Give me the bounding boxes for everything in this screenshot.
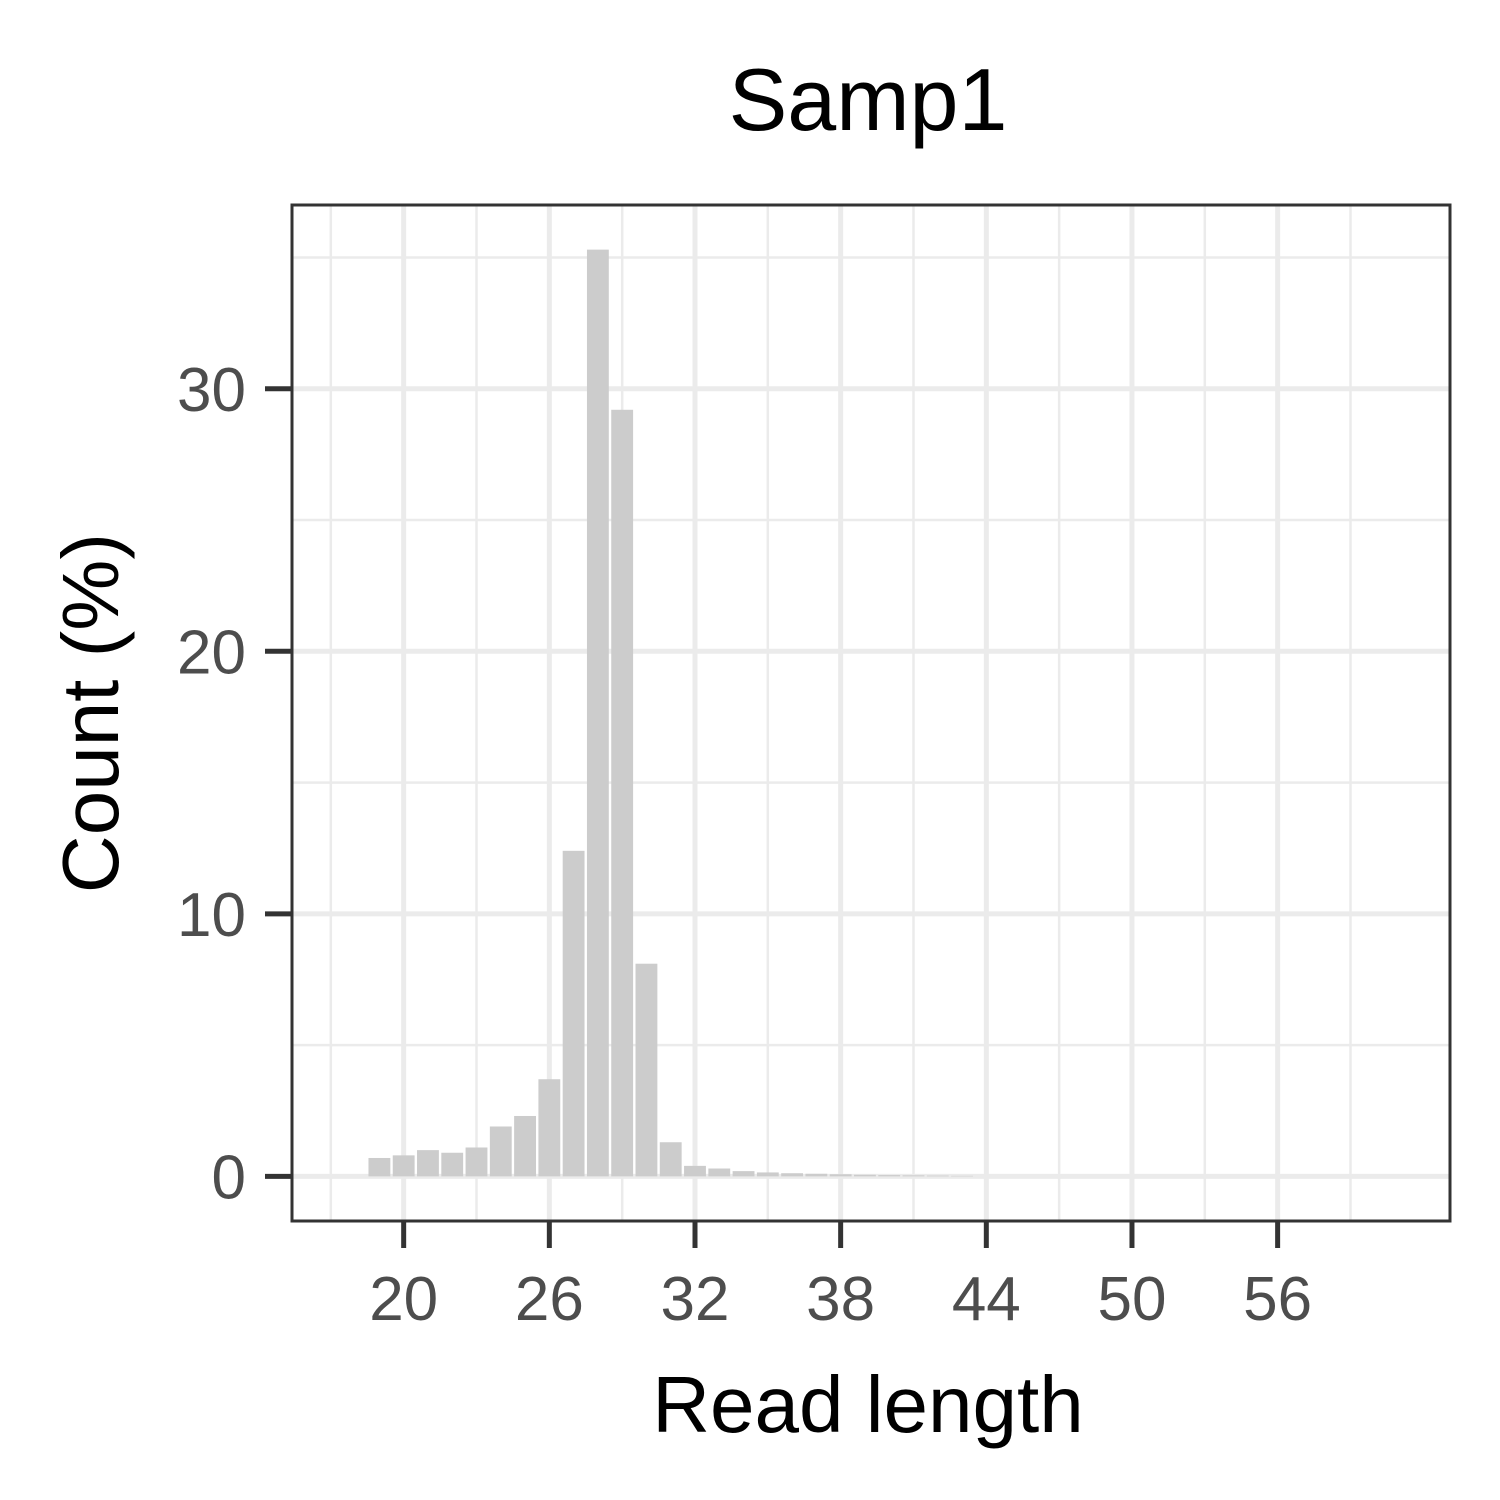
x-tick-label: 20 (369, 1265, 438, 1334)
bar (684, 1165, 706, 1177)
x-tick-label: 44 (952, 1265, 1021, 1334)
bar (489, 1126, 512, 1177)
bar (951, 1175, 973, 1177)
bar (514, 1115, 536, 1177)
bar (659, 1142, 682, 1177)
bar (441, 1152, 464, 1177)
bar (586, 249, 609, 1177)
x-tick-label: 50 (1097, 1265, 1166, 1334)
bar (878, 1175, 901, 1177)
x-tick-label: 26 (515, 1265, 584, 1334)
y-axis-title: Count (%) (46, 533, 135, 893)
y-tick-label: 10 (177, 881, 246, 950)
axes: 20 26 32 38 44 50 56 0 10 20 30 (177, 356, 1312, 1334)
bar (756, 1172, 779, 1177)
x-axis-title: Read length (652, 1360, 1083, 1449)
bar (392, 1155, 415, 1177)
y-tick-label: 0 (212, 1143, 246, 1212)
chart-title: Samp1 (729, 50, 1008, 149)
bar (635, 963, 658, 1177)
bar (368, 1157, 391, 1177)
bar (732, 1171, 755, 1177)
bar (926, 1175, 949, 1177)
bar (538, 1079, 561, 1177)
bar (417, 1150, 439, 1177)
bar (854, 1174, 876, 1177)
bars (368, 249, 973, 1177)
y-tick-label: 20 (177, 618, 246, 687)
grid (292, 205, 1450, 1221)
bar (708, 1168, 731, 1177)
y-tick-label: 30 (177, 356, 246, 425)
bar (465, 1147, 488, 1177)
bar (781, 1173, 804, 1177)
x-tick-label: 38 (806, 1265, 875, 1334)
bar (902, 1175, 925, 1177)
bar (611, 409, 634, 1177)
x-tick-label: 56 (1243, 1265, 1312, 1334)
x-tick-label: 32 (661, 1265, 730, 1334)
bar (562, 850, 585, 1177)
panel-border (290, 203, 1452, 1223)
bar (829, 1174, 852, 1177)
bar (805, 1173, 828, 1177)
